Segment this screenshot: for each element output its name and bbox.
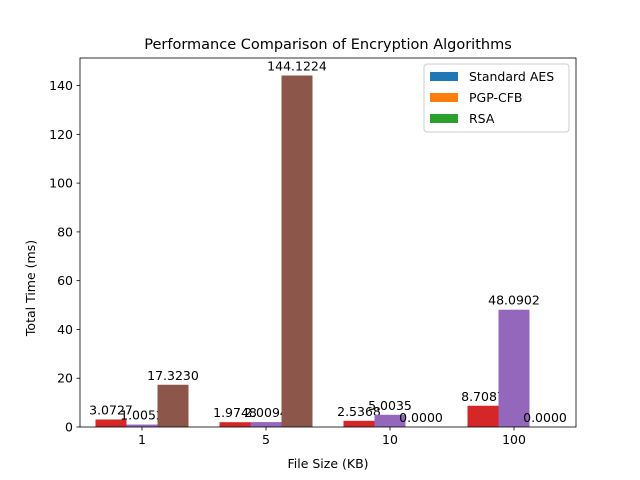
data-label: 0.0000 [399,410,443,425]
bar-series-2-cat-10 [374,414,406,427]
x-axis-label: File Size (KB) [287,456,368,471]
bar-series-2-cat-1 [126,424,158,427]
data-label: 1.9748 [213,405,257,420]
y-tick-label: 100 [49,176,73,191]
legend-swatch [430,72,458,81]
y-tick-label: 20 [57,371,73,386]
data-label: 1.0052 [120,408,164,423]
legend-swatch [430,114,458,123]
legend-label: PGP-CFB [469,90,523,105]
bar-series-2-cat-5 [250,422,282,427]
x-tick-label: 5 [262,432,270,447]
y-tick-label: 0 [65,420,73,435]
bar-series-1-cat-100 [467,405,499,427]
plot-area: 3.0727 1.9748 2.5368 8.7087 1.0052 2.0094 5.00… [49,57,577,447]
chart-title: Performance Comparison of Encryption Alg… [144,37,512,53]
bar-series-1-cat-1 [95,419,127,427]
y-tick-label: 80 [57,224,73,239]
x-tick-label: 10 [382,432,398,447]
data-label: 48.0902 [488,293,540,308]
y-axis-label: Total Time (ms) [23,240,38,337]
bar-series-1-cat-5 [219,422,251,427]
axes-frame [79,57,577,428]
data-label: 8.7087 [461,389,505,404]
legend-label: RSA [469,111,495,126]
bar-series-3-cat-1 [157,384,189,427]
data-label: 2.0094 [244,405,288,420]
y-tick-label: 140 [49,78,73,93]
data-label: 2.5368 [337,404,381,419]
legend-label: Standard AES [469,69,554,84]
bar-series-1-cat-10 [343,420,375,427]
y-tick-label: 120 [49,127,73,142]
legend-box [423,63,570,133]
x-tick-label: 1 [138,432,146,447]
data-label: 0.0000 [523,410,567,425]
legend-swatch [430,93,458,102]
bar-series-2-cat-100 [498,309,530,427]
data-label: 17.3230 [147,368,199,383]
x-tick-label: 100 [502,432,526,447]
data-label: 144.1224 [267,59,327,74]
data-label: 5.0035 [368,398,412,413]
y-tick-label: 40 [57,322,73,337]
bar-series-3-cat-5 [281,75,313,427]
data-label: 3.0727 [89,403,133,418]
y-tick-label: 60 [57,273,73,288]
